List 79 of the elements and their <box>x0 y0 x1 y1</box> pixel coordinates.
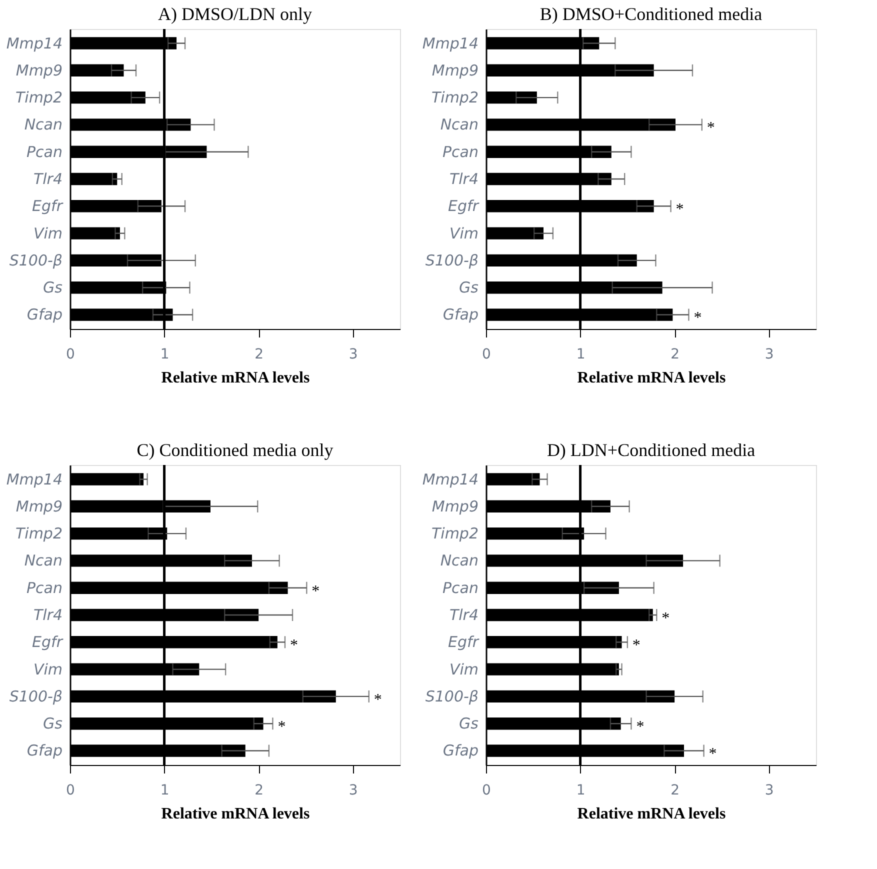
y-tick-label: Timp2 <box>15 88 62 107</box>
y-tick-label: Mmp14 <box>422 470 478 488</box>
annotation: * <box>694 310 702 327</box>
y-tick-label: Ncan <box>24 552 62 570</box>
y-tick-label: Timp2 <box>431 88 478 107</box>
annotation: * <box>676 201 684 218</box>
y-tick-label: S100-β <box>425 251 479 270</box>
y-tick-label: Vim <box>33 660 62 678</box>
y-tick-label: Pcan <box>26 142 62 161</box>
x-axis-title: Relative mRNA levels <box>161 370 310 386</box>
x-tick-label: 3 <box>764 346 774 362</box>
annotation: * <box>312 582 320 600</box>
x-tick-label: 2 <box>254 782 264 798</box>
y-tick-label: Gs <box>43 714 63 733</box>
y-tick-label: Pcan <box>26 578 62 597</box>
y-tick-label: Tlr4 <box>33 170 62 188</box>
y-tick-label: Tlr4 <box>449 170 478 188</box>
y-tick-label: Egfr <box>448 633 480 652</box>
y-tick-label: Tlr4 <box>33 606 62 624</box>
y-tick-label: Pcan <box>442 142 478 161</box>
y-tick-label: Ncan <box>24 116 62 134</box>
chart-title: A) DMSO/LDN only <box>158 4 312 24</box>
y-tick-label: Mmp9 <box>16 497 62 516</box>
annotation: * <box>632 637 640 654</box>
x-tick-label: 2 <box>670 346 680 362</box>
x-tick-label: 1 <box>160 782 170 798</box>
annotation: * <box>708 746 717 763</box>
x-tick-label: 1 <box>576 782 586 798</box>
y-tick-label: Gs <box>459 714 479 733</box>
y-tick-label: Gfap <box>26 742 62 760</box>
x-tick-label: 1 <box>160 346 170 362</box>
y-tick-label: Egfr <box>32 633 64 652</box>
y-tick-label: Timp2 <box>15 524 62 543</box>
x-tick-label: 2 <box>254 346 264 362</box>
y-tick-label: Vim <box>449 224 478 242</box>
y-tick-label: Vim <box>449 660 478 678</box>
y-tick-label: Timp2 <box>431 524 478 543</box>
annotation: * <box>278 718 286 736</box>
y-tick-label: Ncan <box>440 552 478 570</box>
x-tick-label: 2 <box>670 782 680 798</box>
x-tick-label: 0 <box>66 346 75 362</box>
y-tick-label: Gfap <box>442 306 478 324</box>
x-tick-label: 0 <box>66 782 75 798</box>
chart-title: B) DMSO+Conditioned media <box>540 4 762 24</box>
y-tick-label: Mmp14 <box>422 34 478 52</box>
x-tick-label: 0 <box>482 782 491 798</box>
y-tick-label: Mmp9 <box>432 497 478 516</box>
x-tick-label: 3 <box>348 346 358 362</box>
annotation: * <box>662 610 670 627</box>
y-tick-label: S100-β <box>9 251 63 270</box>
y-tick-label: Egfr <box>32 197 64 216</box>
y-tick-label: Vim <box>33 224 62 242</box>
y-tick-label: S100-β <box>425 687 479 706</box>
y-tick-label: Pcan <box>442 578 478 597</box>
y-tick-label: Mmp9 <box>432 61 478 80</box>
x-axis-title: Relative mRNA levels <box>577 806 726 822</box>
y-tick-label: Gs <box>43 278 63 297</box>
x-axis-title: Relative mRNA levels <box>577 370 726 386</box>
annotation: * <box>290 637 298 654</box>
x-tick-label: 3 <box>764 782 774 798</box>
annotation: * <box>374 691 382 708</box>
x-tick-label: 0 <box>482 346 491 362</box>
y-tick-label: Gfap <box>26 306 62 324</box>
y-tick-label: Gfap <box>442 742 478 760</box>
y-tick-label: Tlr4 <box>449 606 478 624</box>
y-tick-label: Mmp9 <box>16 61 62 80</box>
x-tick-label: 3 <box>348 782 358 798</box>
annotation: * <box>706 120 715 137</box>
x-tick-label: 1 <box>576 346 586 362</box>
y-tick-label: Mmp14 <box>6 34 62 52</box>
x-axis-title: Relative mRNA levels <box>161 806 310 822</box>
y-tick-label: Gs <box>459 278 479 297</box>
annotation: * <box>636 718 644 736</box>
y-tick-label: S100-β <box>9 687 63 706</box>
chart-title: D) LDN+Conditioned media <box>546 440 756 460</box>
chart-title: C) Conditioned media only <box>136 440 334 460</box>
y-tick-label: Egfr <box>448 197 480 216</box>
y-tick-label: Ncan <box>440 116 478 134</box>
y-tick-label: Mmp14 <box>6 470 62 488</box>
